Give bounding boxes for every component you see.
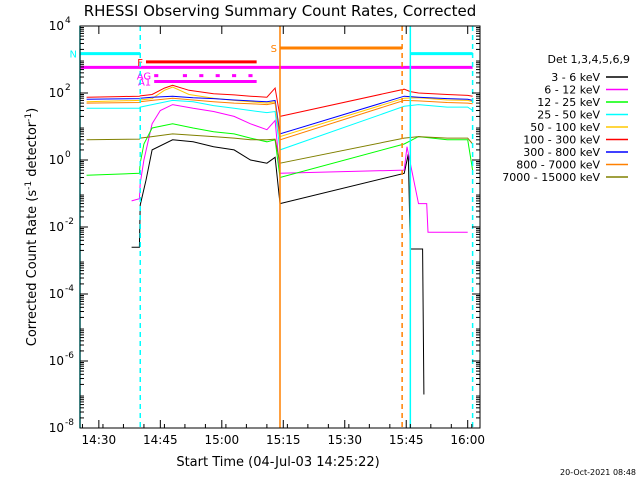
series-line-6-12-kev — [131, 104, 468, 233]
legend-label-7000-15000-kev: 7000 - 15000 keV — [502, 171, 600, 184]
y-tick-label: 10 — [49, 19, 64, 33]
y-axis-label: Corrected Count Rate (s-1 detector-1) — [24, 108, 40, 346]
legend-label-6-12-kev: 6 - 12 keV — [544, 84, 600, 97]
x-tick-label: 16:00 — [450, 433, 485, 447]
series-line-7000-15000-kev — [86, 133, 473, 164]
legend-title: Det 1,3,4,5,6,9 — [547, 53, 630, 66]
y-tick-label: 10 — [49, 287, 64, 301]
y-tick-exponent: 0 — [65, 150, 71, 160]
x-tick-label: 14:45 — [143, 433, 178, 447]
flag-label-a1: A1 — [138, 78, 151, 89]
x-tick-label: 14:30 — [82, 433, 117, 447]
x-tick-label: 15:30 — [327, 433, 362, 447]
x-axis-label: Start Time (04-Jul-03 14:25:22) — [176, 455, 379, 470]
series-line-300-800-kev — [86, 95, 473, 135]
x-tick-label: 15:45 — [389, 433, 424, 447]
legend-label-3-6-kev: 3 - 6 keV — [551, 71, 600, 84]
y-tick-label: 10 — [49, 153, 64, 167]
flag-label-s: S — [271, 44, 277, 55]
y-tick-label: 10 — [49, 86, 64, 100]
flag-label-ag: AG — [137, 72, 151, 83]
y-tick-exponent: -2 — [65, 217, 74, 227]
y-tick-exponent: -6 — [65, 351, 74, 361]
legend-label-800-7000-kev: 800 - 7000 keV — [516, 159, 600, 172]
y-tick-exponent: -8 — [65, 418, 74, 428]
flag-bars: NSFAGA1 — [70, 44, 473, 89]
legend-label-100-300-kev: 100 - 300 keV — [523, 134, 600, 147]
footer-date: 20-Oct-2021 08:48 — [560, 468, 636, 477]
flag-label-n: N — [70, 50, 77, 61]
x-axis: 14:30 14:45 15:00 15:15 15:30 15:45 16:00 — [82, 26, 485, 447]
y-tick-label: 10 — [49, 220, 64, 234]
legend-label-25-50-kev: 25 - 50 keV — [537, 109, 600, 122]
series-line-25-50-kev — [86, 99, 473, 151]
x-tick-label: 15:15 — [266, 433, 301, 447]
y-tick-label: 10 — [49, 354, 64, 368]
y-tick-exponent: 2 — [65, 83, 71, 93]
y-tick-label: 10 — [49, 421, 64, 435]
series-line-3-6-kev — [131, 139, 425, 395]
y-tick-exponent: 4 — [65, 16, 71, 26]
legend-label-12-25-kev: 12 - 25 keV — [537, 96, 600, 109]
x-tick-label: 15:00 — [205, 433, 240, 447]
legend-label-300-800-kev: 300 - 800 keV — [523, 146, 600, 159]
series-line-100-300-kev — [86, 84, 473, 118]
y-tick-exponent: -4 — [65, 284, 74, 294]
series-line-800-7000-kev — [86, 97, 473, 141]
legend-label-50-100-kev: 50 - 100 keV — [530, 121, 600, 134]
chart-title: RHESSI Observing Summary Count Rates, Co… — [84, 2, 477, 20]
